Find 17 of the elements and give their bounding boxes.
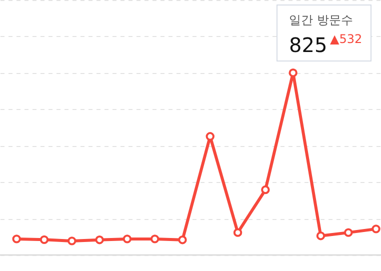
point <box>150 234 160 244</box>
point <box>68 236 76 246</box>
point <box>122 234 132 244</box>
point <box>316 232 326 240</box>
text: 825 <box>289 33 328 57</box>
text: ▲532 <box>330 32 362 46</box>
point <box>233 228 242 237</box>
point <box>288 68 298 78</box>
point <box>178 236 187 244</box>
point <box>12 234 21 244</box>
point <box>206 132 214 141</box>
text: 일간 방문수 <box>289 13 353 27</box>
point <box>344 228 353 237</box>
point <box>95 236 104 244</box>
point <box>40 235 49 244</box>
point <box>261 185 270 194</box>
point <box>372 224 380 234</box>
